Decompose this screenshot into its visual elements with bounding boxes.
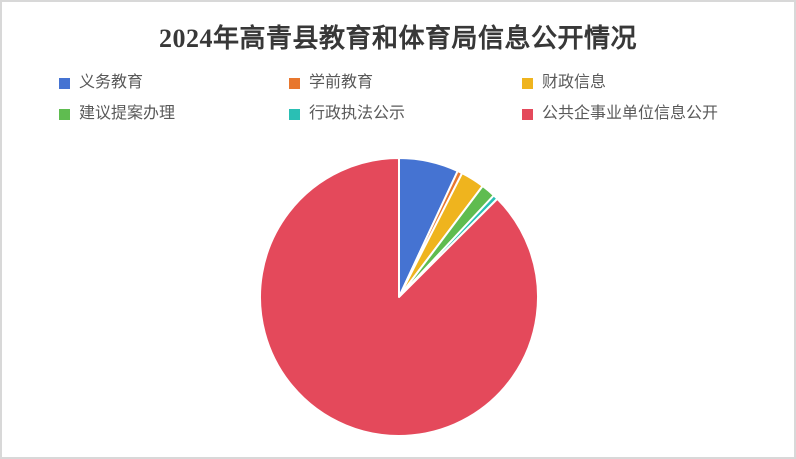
legend-item-2[interactable]: 财政信息: [522, 72, 718, 94]
legend-swatch-icon: [289, 77, 300, 89]
legend-swatch-icon: [59, 77, 70, 89]
legend-swatch-icon: [522, 108, 533, 120]
legend-label: 财政信息: [542, 74, 607, 91]
legend-label: 行政执法公示: [309, 105, 406, 122]
legend-label: 公共企事业单位信息公开: [542, 105, 719, 122]
legend-label: 义务教育: [79, 74, 144, 91]
pie-slice-5[interactable]: [259, 157, 539, 437]
legend-swatch-icon: [522, 77, 533, 89]
legend-swatch-icon: [59, 108, 70, 120]
chart-title: 2024年高青县教育和体育局信息公开情况: [158, 24, 637, 53]
legend: 义务教育 学前教育 财政信息建议提案办理 行政执法公示 公共企事业单位信息公开: [59, 72, 718, 125]
legend-item-3[interactable]: 建议提案办理: [59, 103, 289, 125]
pie-chart: [259, 157, 539, 437]
legend-label: 建议提案办理: [79, 105, 176, 122]
legend-swatch-icon: [289, 108, 300, 120]
legend-item-4[interactable]: 行政执法公示: [289, 103, 522, 125]
legend-label: 学前教育: [309, 74, 374, 91]
legend-item-1[interactable]: 学前教育: [289, 72, 522, 94]
legend-item-0[interactable]: 义务教育: [59, 72, 289, 94]
legend-item-5[interactable]: 公共企事业单位信息公开: [522, 103, 718, 125]
